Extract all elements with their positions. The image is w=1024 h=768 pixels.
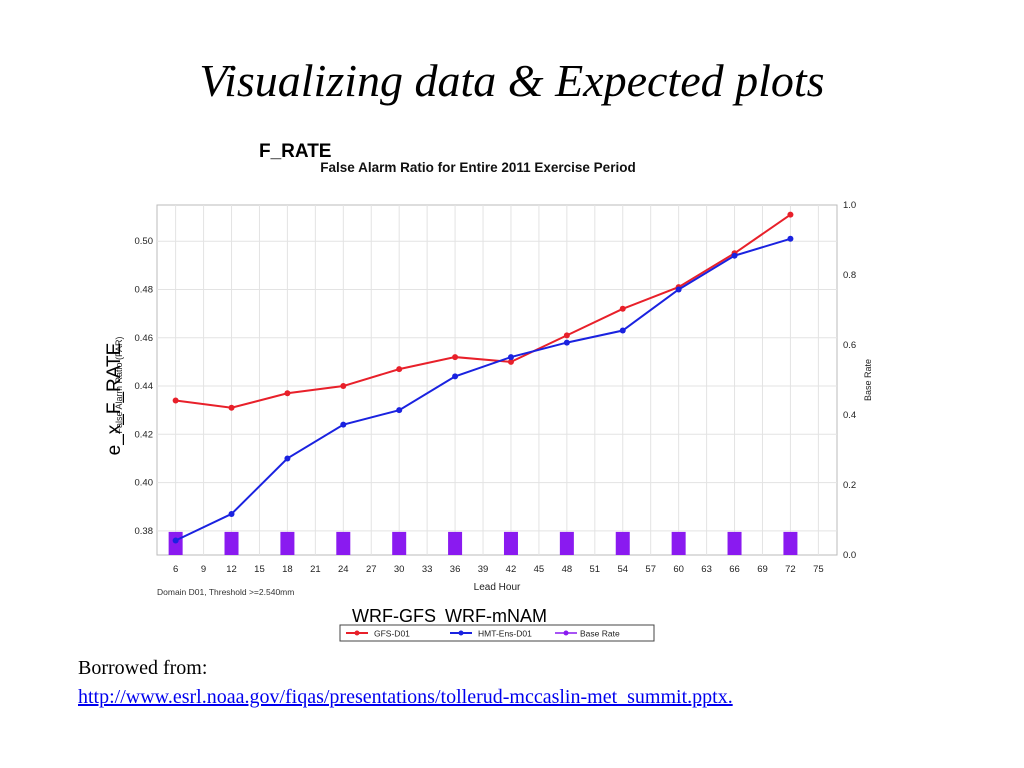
data-point: [619, 327, 626, 334]
y-tick-label: 0.50: [135, 236, 154, 247]
y-tick-label: 0.46: [135, 333, 154, 344]
x-tick-label: 27: [366, 564, 377, 575]
y2-axis-label: Base Rate: [863, 359, 873, 401]
x-tick-label: 69: [757, 564, 768, 575]
x-tick-label: 9: [201, 564, 206, 575]
x-tick-label: 18: [282, 564, 293, 575]
data-point: [284, 390, 291, 397]
base-rate-bar: [280, 531, 295, 555]
x-tick-label: 54: [617, 564, 628, 575]
overlay-y-label: e_x_F_RATE: [104, 342, 125, 456]
y2-ticks: 0.0 0.2 0.4 0.6 0.8 1.0: [843, 200, 856, 561]
y2-tick-label: 0.0: [843, 550, 856, 561]
series-lines: [172, 211, 794, 544]
base-rate-bar: [615, 531, 630, 555]
y-axis-label: False Alarm Ratio (FAR): [114, 336, 124, 433]
x-tick-label: 33: [422, 564, 433, 575]
x-tick-label: 15: [254, 564, 265, 575]
footnote: Domain D01, Threshold >=2.540mm: [157, 587, 294, 597]
data-point: [563, 332, 570, 339]
x-tick-label: 24: [338, 564, 349, 575]
base-rate-bar: [336, 531, 351, 555]
chart-title: False Alarm Ratio for Entire 2011 Exerci…: [320, 160, 635, 175]
y-tick-label: 0.38: [135, 526, 154, 537]
base-rate-bar: [559, 531, 574, 555]
x-tick-label: 48: [562, 564, 573, 575]
x-tick-label: 66: [729, 564, 740, 575]
data-point: [396, 366, 403, 373]
legend: GFS-D01 HMT-Ens-D01 Base Rate: [346, 629, 620, 639]
base-rate-bar: [727, 531, 742, 555]
legend-marker: [458, 630, 464, 636]
base-rate-bar: [392, 531, 407, 555]
data-point: [619, 305, 626, 312]
legend-label: Base Rate: [580, 629, 620, 639]
data-point: [452, 373, 459, 380]
data-point: [228, 510, 235, 517]
data-point: [340, 383, 347, 390]
grid: [157, 205, 837, 555]
x-tick-label: 21: [310, 564, 321, 575]
y2-tick-label: 0.4: [843, 410, 856, 421]
data-point: [340, 421, 347, 428]
base-rate-bar: [448, 531, 463, 555]
data-point: [284, 455, 291, 462]
legend-label: HMT-Ens-D01: [478, 629, 532, 639]
series-line-HMT-Ens-D01: [175, 237, 791, 542]
data-point: [507, 354, 514, 361]
data-point: [396, 407, 403, 414]
base-rate-bar: [671, 531, 686, 555]
x-tick-label: 42: [506, 564, 517, 575]
y2-tick-label: 0.8: [843, 270, 856, 281]
data-point: [452, 354, 459, 361]
base-rate-bar: [224, 531, 239, 555]
x-tick-label: 12: [226, 564, 237, 575]
data-point: [172, 397, 179, 404]
x-tick-label: 6: [173, 564, 178, 575]
data-point: [563, 339, 570, 346]
overlay-legend-text: WRF-GFS WRF-mNAM: [352, 606, 547, 626]
y2-tick-label: 0.2: [843, 480, 856, 491]
base-rate-bars: [168, 531, 798, 555]
slide-title: Visualizing data & Expected plots: [199, 55, 825, 106]
x-axis-label: Lead Hour: [474, 582, 521, 593]
y2-tick-label: 1.0: [843, 200, 856, 211]
data-point: [172, 537, 179, 544]
legend-marker: [563, 630, 569, 636]
y-ticks: 0.38 0.40 0.42 0.44 0.46 0.48 0.50: [135, 236, 154, 537]
data-point: [228, 404, 235, 411]
x-tick-label: 57: [645, 564, 656, 575]
legend-label: GFS-D01: [374, 629, 410, 639]
data-point: [507, 358, 514, 365]
overlay-title: F_RATE: [259, 141, 332, 162]
base-rate-bar: [783, 531, 798, 555]
y-tick-label: 0.42: [135, 429, 154, 440]
y2-tick-label: 0.6: [843, 340, 856, 351]
y-tick-label: 0.44: [135, 381, 154, 392]
x-tick-label: 30: [394, 564, 405, 575]
legend-marker: [354, 630, 360, 636]
data-point: [787, 235, 794, 242]
data-point: [731, 252, 738, 259]
borrowed-label: Borrowed from:: [78, 657, 208, 679]
x-tick-label: 63: [701, 564, 712, 575]
x-tick-label: 45: [534, 564, 545, 575]
source-block: Borrowed from: http://www.esrl.noaa.gov/…: [78, 654, 733, 712]
x-tick-label: 51: [590, 564, 601, 575]
x-tick-label: 39: [478, 564, 489, 575]
data-point: [787, 211, 794, 218]
y-tick-label: 0.48: [135, 284, 154, 295]
x-tick-label: 36: [450, 564, 461, 575]
x-tick-label: 60: [673, 564, 684, 575]
series-line-GFS-D01: [175, 213, 791, 409]
x-tick-label: 75: [813, 564, 824, 575]
data-point: [675, 286, 682, 293]
legend-box: [339, 624, 655, 642]
base-rate-bar: [503, 531, 518, 555]
x-ticks: 6 9 12 15 18 21 24 27 30 33 36 39 42 45 48 51 54 57 60 63 66…: [173, 564, 824, 575]
source-link[interactable]: http://www.esrl.noaa.gov/fiqas/presentat…: [78, 686, 733, 708]
y-tick-label: 0.40: [135, 478, 154, 489]
x-tick-label: 72: [785, 564, 796, 575]
